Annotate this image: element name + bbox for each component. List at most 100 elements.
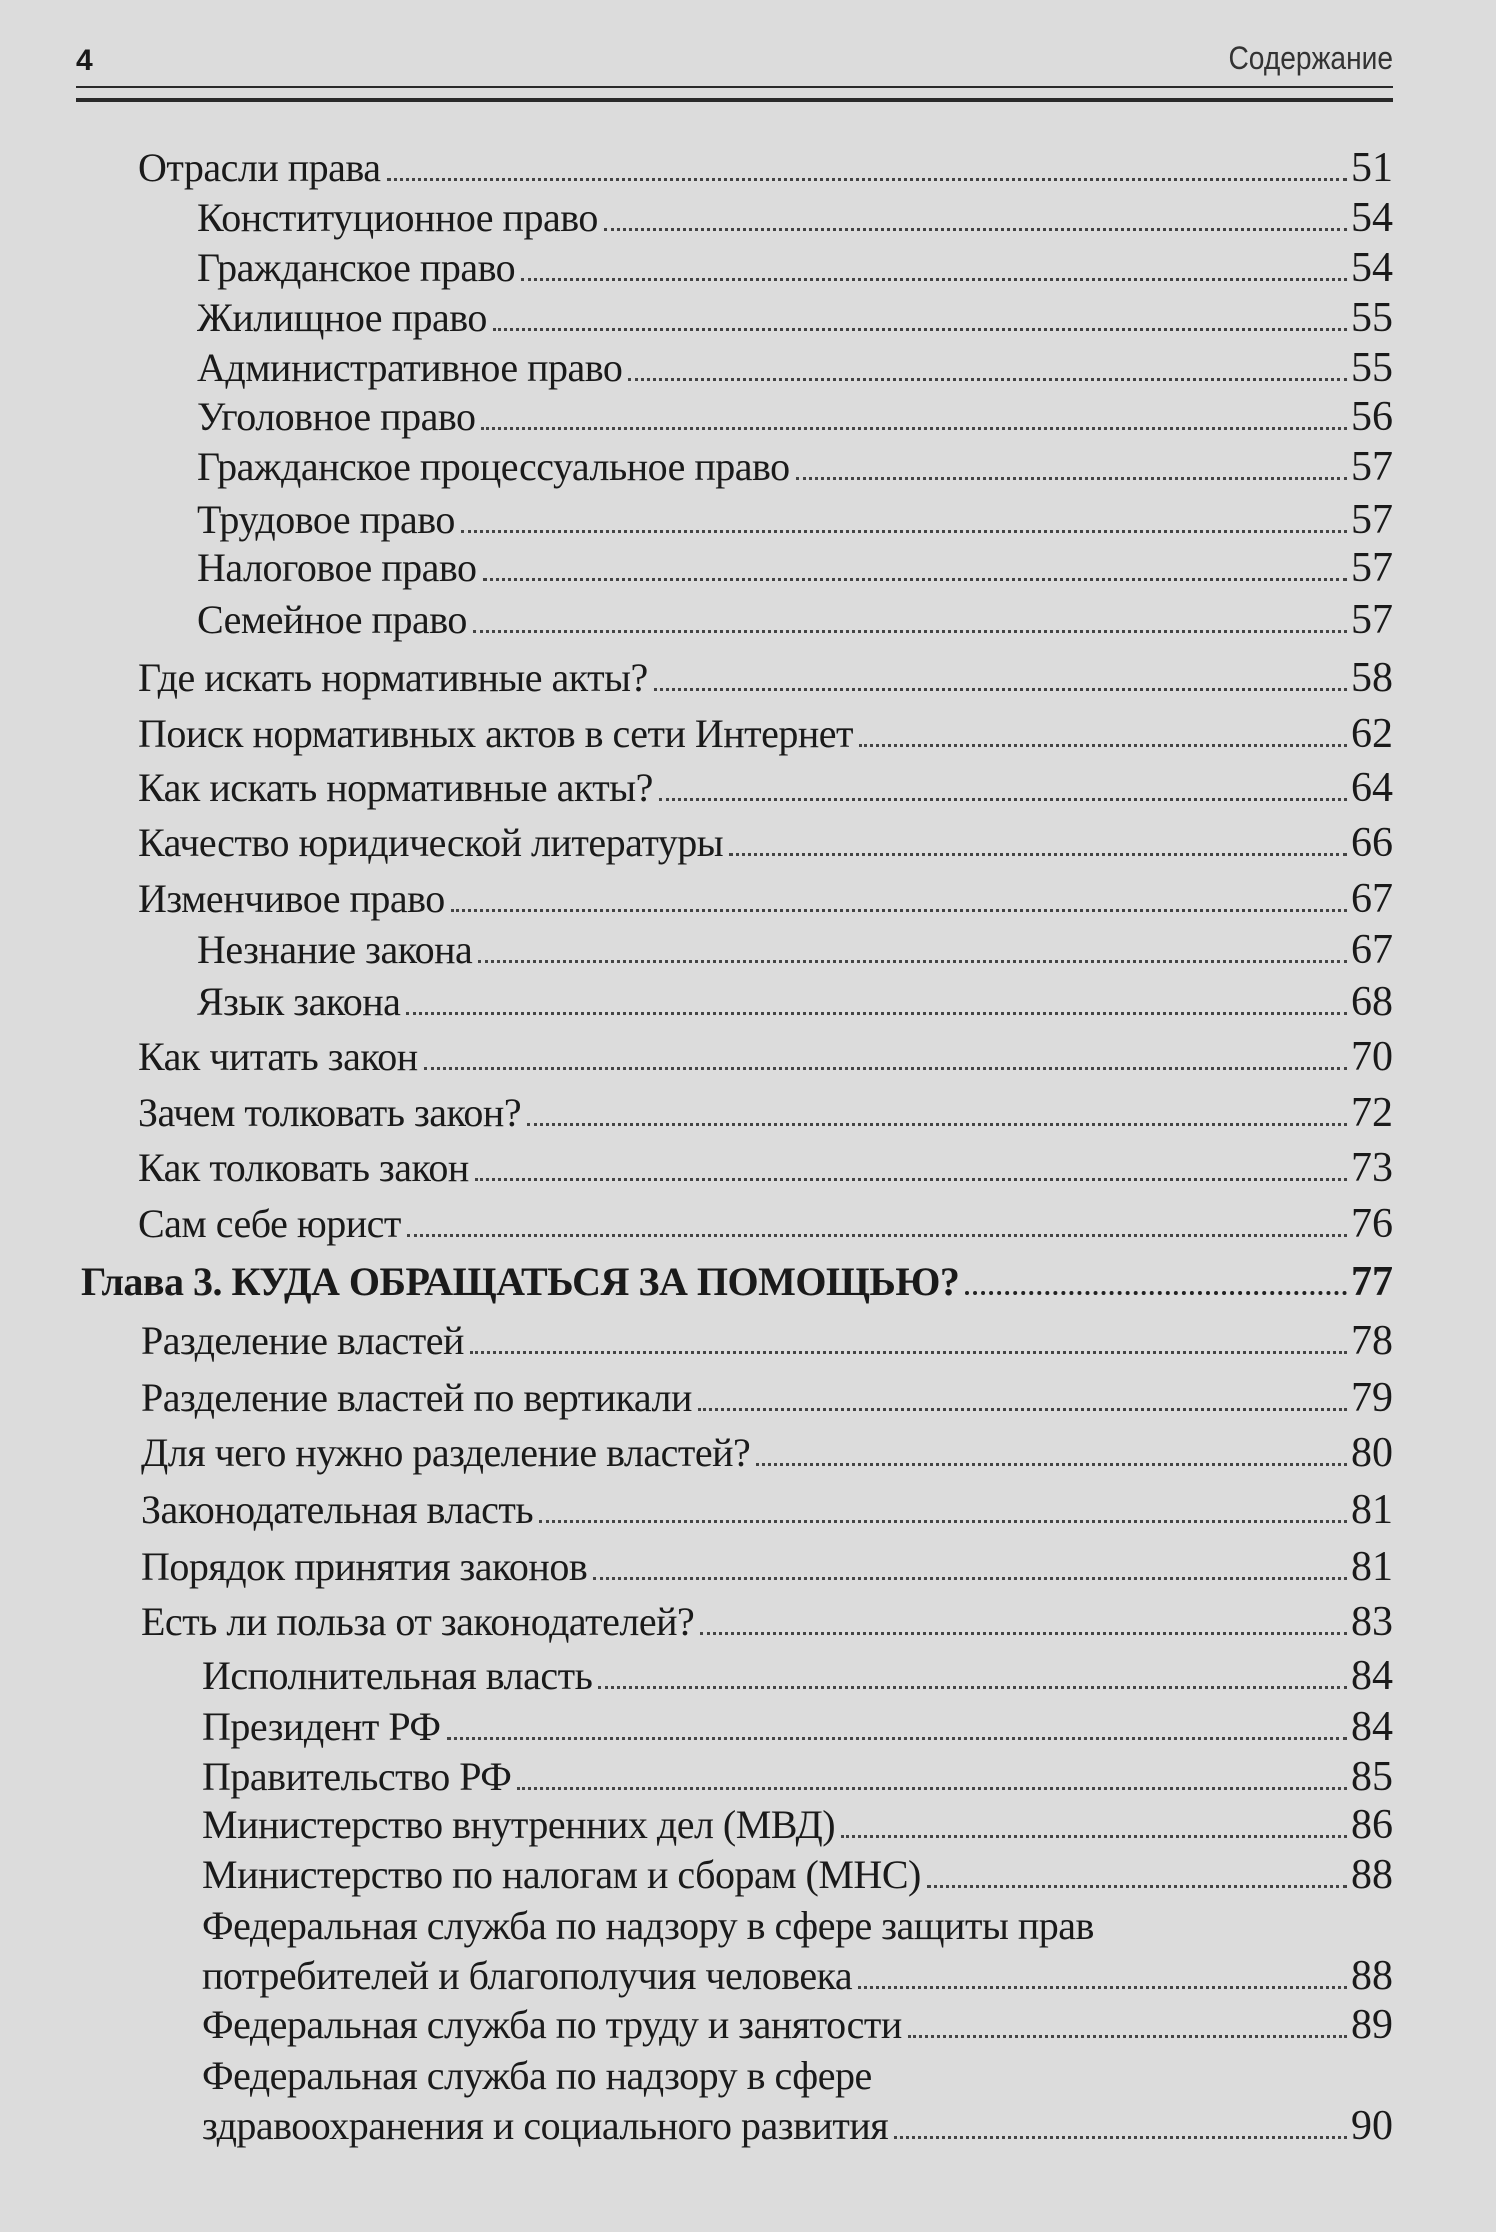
toc-entry-page: 78 xyxy=(1351,1318,1393,1364)
toc-entry-title: Федеральная служба по надзору в сфере за… xyxy=(202,1903,1094,1948)
toc-entry-title: Президент РФ xyxy=(202,1704,441,1749)
dot-leader xyxy=(795,477,1347,480)
toc-entry-title: Налоговое право xyxy=(197,545,477,590)
toc-entry-title: Федеральная служба по надзору в сфере xyxy=(202,2053,872,2098)
toc-entry-page: 84 xyxy=(1351,1704,1393,1750)
toc-entry-title: Как искать нормативные акты? xyxy=(138,765,653,810)
toc-entry-title: Министерство внутренних дел (МВД) xyxy=(202,1802,836,1847)
toc-entry-title: Административное право xyxy=(197,345,623,390)
toc-entry: Федеральная служба по труду и занятости 8… xyxy=(202,2000,1393,2050)
toc-entry-page: 73 xyxy=(1351,1145,1393,1191)
toc-entry: Налоговое право 57 xyxy=(197,543,1393,593)
toc-entry-page: 64 xyxy=(1351,765,1393,811)
toc-entry-page: 57 xyxy=(1351,497,1393,543)
toc-entry-title: Как толковать закон xyxy=(138,1145,469,1190)
dot-leader xyxy=(858,1986,1347,1989)
dot-leader xyxy=(700,1632,1347,1635)
toc-entry: Министерство по налогам и сборам (МНС) 88 xyxy=(202,1850,1393,1900)
toc-entry: Есть ли польза от законодателей? 83 xyxy=(141,1597,1393,1647)
toc-entry-page: 80 xyxy=(1351,1430,1393,1476)
dot-leader xyxy=(460,530,1347,533)
toc-entry-page: 57 xyxy=(1351,545,1393,591)
dot-leader xyxy=(386,178,1347,181)
dot-leader xyxy=(593,1577,1347,1580)
dot-leader xyxy=(492,328,1347,331)
toc-entry: Законодательная власть 81 xyxy=(141,1485,1393,1535)
toc-entry-title: Разделение властей по вертикали xyxy=(141,1375,692,1420)
toc-entry: Разделение властей по вертикали 79 xyxy=(141,1373,1393,1423)
toc-entry-page: 77 xyxy=(1351,1259,1393,1305)
dot-leader xyxy=(521,278,1347,281)
toc-entry: Качество юридической литературы 66 xyxy=(138,818,1393,868)
toc-entry-page: 68 xyxy=(1351,979,1393,1025)
toc-entry: Министерство внутренних дел (МВД) 86 xyxy=(202,1800,1393,1850)
dot-leader xyxy=(658,798,1347,801)
toc-entry-title: Уголовное право xyxy=(197,394,476,439)
dot-leader xyxy=(469,1351,1347,1354)
toc-entry-title: Как читать закон xyxy=(138,1034,418,1079)
dot-leader xyxy=(907,2035,1347,2038)
toc-entry-title: Конституционное право xyxy=(197,195,598,240)
toc-entry-title: Качество юридической литературы xyxy=(138,820,724,865)
toc-entry: Язык закона 68 xyxy=(197,977,1393,1027)
toc-entry-page: 67 xyxy=(1351,876,1393,922)
toc-entry-title: Семейное право xyxy=(197,597,467,642)
dot-leader xyxy=(527,1123,1347,1126)
toc-entry-page: 55 xyxy=(1351,295,1393,341)
toc-entry-page: 58 xyxy=(1351,655,1393,701)
dot-leader xyxy=(603,228,1347,231)
toc-entry: Где искать нормативные акты? 58 xyxy=(138,653,1393,703)
toc-entry-title: Федеральная служба по труду и занятости xyxy=(202,2002,902,2047)
toc-entry-page: 51 xyxy=(1351,145,1393,191)
toc-entry-page: 67 xyxy=(1351,927,1393,973)
toc-entry: Как читать закон 70 xyxy=(138,1032,1393,1082)
dot-leader xyxy=(406,1012,1347,1015)
toc-entry: Для чего нужно разделение властей? 80 xyxy=(141,1428,1393,1478)
dot-leader xyxy=(539,1520,1347,1523)
dot-leader xyxy=(965,1291,1347,1295)
page-number: 4 xyxy=(76,44,93,77)
toc-entry: Отрасли права 51 xyxy=(138,143,1393,193)
toc-entry: Как толковать закон 73 xyxy=(138,1143,1393,1193)
toc-entry-page: 76 xyxy=(1351,1201,1393,1247)
toc-entry-page: 83 xyxy=(1351,1599,1393,1645)
dot-leader xyxy=(756,1463,1347,1466)
toc-entry-title: Трудовое право xyxy=(197,497,455,542)
toc-entry-title: Исполнительная власть xyxy=(202,1653,593,1698)
dot-leader xyxy=(478,960,1347,963)
toc-entry-title: Изменчивое право xyxy=(138,876,445,921)
toc-entry-page: 57 xyxy=(1351,444,1393,490)
toc-entry-page: 88 xyxy=(1351,1953,1393,1999)
toc-entry-title: здравоохранения и социального развития xyxy=(202,2103,889,2148)
toc-entry-title: Сам себе юрист xyxy=(138,1201,401,1246)
toc-entry: Уголовное право 56 xyxy=(197,392,1393,442)
dot-leader xyxy=(926,1885,1347,1888)
toc-entry-title: Есть ли польза от законодателей? xyxy=(141,1599,695,1644)
toc-entry: Глава 3. КУДА ОБРАЩАТЬСЯ ЗА ПОМОЩЬЮ? 77 xyxy=(81,1257,1393,1307)
toc-entry: Исполнительная власть 84 xyxy=(202,1651,1393,1701)
toc-entry: Правительство РФ 85 xyxy=(202,1752,1393,1802)
toc-entry-title: потребителей и благополучия человека xyxy=(202,1953,853,1998)
header-rule-thick xyxy=(76,98,1393,102)
toc-entry: Конституционное право 54 xyxy=(197,193,1393,243)
toc-entry: Гражданское процессуальное право 57 xyxy=(197,442,1393,492)
toc-entry-page: 72 xyxy=(1351,1090,1393,1136)
toc-entry-page: 81 xyxy=(1351,1544,1393,1590)
toc-entry-page: 85 xyxy=(1351,1754,1393,1800)
toc-entry-title: Правительство РФ xyxy=(202,1754,512,1799)
toc-entry-title: Гражданское процессуальное право xyxy=(197,444,790,489)
toc-entry: Изменчивое право 67 xyxy=(138,874,1393,924)
dot-leader xyxy=(450,909,1347,912)
toc-entry-title: Министерство по налогам и сборам (МНС) xyxy=(202,1852,921,1897)
toc-entry-page: 62 xyxy=(1351,711,1393,757)
toc-entry-title: Глава 3. КУДА ОБРАЩАТЬСЯ ЗА ПОМОЩЬЮ? xyxy=(81,1259,960,1304)
toc-entry-page: 88 xyxy=(1351,1852,1393,1898)
toc-entry: здравоохранения и социального развития 90 xyxy=(202,2101,1393,2151)
toc-entry-page: 55 xyxy=(1351,345,1393,391)
toc-entry-title: Язык закона xyxy=(197,979,401,1024)
toc-entry: Сам себе юрист 76 xyxy=(138,1199,1393,1249)
toc-entry-title: Разделение властей xyxy=(141,1318,464,1363)
dot-leader xyxy=(517,1787,1347,1790)
toc-entry: Трудовое право 57 xyxy=(197,495,1393,545)
dot-leader xyxy=(697,1408,1347,1411)
